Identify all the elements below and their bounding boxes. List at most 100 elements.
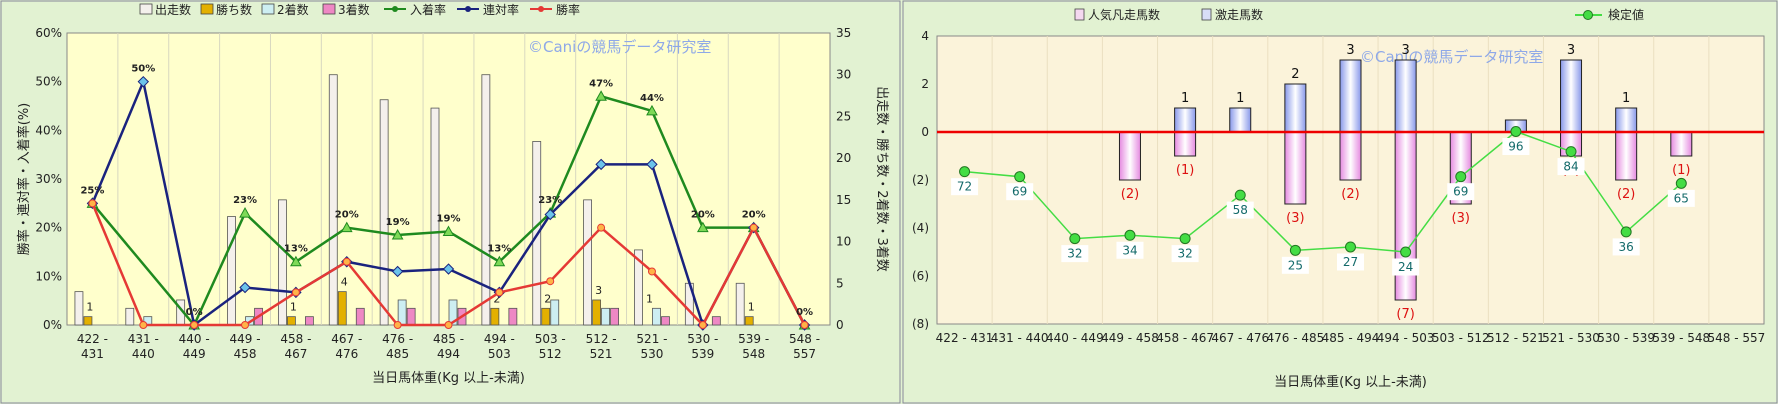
right-chart-x-tick: 458 - 467 [1156,331,1214,345]
right-chart-y-tick: (2) [912,173,929,187]
left-x-tick-bottom: 467 [284,347,307,361]
left-x-tick-top: 485 - [433,332,464,346]
marker-検定値 [1620,226,1632,238]
left-x-tick-top: 539 - [738,332,769,346]
marker-連対率 [239,281,251,294]
right-y-tick: 10 [836,235,851,249]
bar-出走数 [481,74,491,326]
left-x-tick-top: 521 - [636,332,667,346]
left-x-tick-bottom: 485 [386,347,409,361]
legend-swatch [261,3,275,15]
bar-人気凡走馬数 [1615,131,1638,181]
right-chart-y-tick: (4) [912,221,929,235]
bar-人気凡走馬数 [1118,131,1141,181]
bar-出走数 [735,282,745,326]
value-label-bg [1337,253,1364,271]
legend-label: 2着数 [277,2,309,17]
left-x-tick-top: 422 - [77,332,108,346]
value-label: 36 [1619,240,1634,254]
bar-3着数 [304,316,314,326]
pos-count-label: 1 [1236,91,1244,106]
bar-出走数 [379,99,389,326]
left-x-tick-top: 503 - [535,332,566,346]
rate-label: 50% [131,64,155,75]
value-label: 69 [1453,185,1468,199]
value-label: 25 [1288,258,1303,272]
bar-激走馬数 [1394,59,1417,133]
marker-検定値 [1289,244,1301,256]
rate-label: 44% [640,93,664,104]
value-label: 58 [1233,203,1248,217]
bar-出走数 [125,307,135,326]
left-x-tick-top: 494 - [484,332,515,346]
right-chart-y-tick: (8) [912,317,929,331]
marker-入着率 [442,225,455,237]
marker-入着率 [493,255,506,267]
right-chart-x-tick: 548 - 557 [1708,331,1766,345]
left-x-tick-top: 467 - [331,332,362,346]
neg-count-label: (3) [1286,211,1304,226]
marker-勝率 [546,277,555,286]
left-x-tick-top: 476 - [382,332,413,346]
legend-label: 勝率 [556,2,580,17]
line-検定値 [964,130,1682,253]
rate-label: 0% [796,307,813,318]
win-count-label: 3 [595,284,602,297]
marker-検定値 [959,166,971,178]
pos-count-label: 1 [1622,91,1630,106]
rate-label: 19% [386,217,410,228]
pos-count-label: 3 [1401,43,1409,58]
bar-3着数 [610,307,619,326]
marker-連対率 [595,158,607,171]
bar-人気凡走馬数 [1670,131,1693,157]
line-入着率 [91,94,806,328]
rate-label: 13% [487,244,511,255]
bar-激走馬数 [1615,107,1638,133]
neg-count-label: (1) [1176,163,1194,178]
left-x-tick-bottom: 539 [691,347,714,361]
neg-count-label: (7) [1396,307,1414,322]
marker-検定値 [1069,233,1081,245]
marker-入着率 [290,255,302,267]
right-watermark: ©Caniの競馬データ研究室 [1360,48,1543,66]
bar-出走数 [277,199,287,326]
bar-勝ち数 [592,299,601,326]
left-x-tick-top: 449 - [230,332,261,346]
legend-swatch [1074,8,1085,21]
bar-激走馬数 [1339,59,1362,133]
marker-検定値 [1179,233,1191,245]
left-x-tick-bottom: 548 [742,347,765,361]
win-count-label: 4 [341,276,348,289]
right-y-tick: 20 [836,151,851,165]
marker-勝率 [444,321,453,329]
right-y-tick: 15 [836,193,851,207]
value-label-bg [1667,189,1695,207]
legend-label: 出走数 [155,2,191,17]
pos-count-label: 1 [1181,91,1189,106]
marker-勝率 [698,321,707,329]
value-label: 32 [1177,247,1192,261]
right-chart-x-tick: 521 - 530 [1542,331,1600,345]
bar-出走数 [74,291,84,326]
marker-検定値 [1124,229,1136,241]
bar-2着数 [652,307,661,326]
win-count-label: 1 [748,301,755,314]
value-label: 65 [1674,191,1689,205]
value-label: 32 [1067,247,1082,261]
value-label-bg [1502,137,1530,155]
bar-2着数 [397,299,407,326]
legend-label: 3着数 [338,2,370,17]
legend-marker [392,6,398,12]
bar-人気凡走馬数 [1339,131,1362,181]
marker-勝率 [88,199,97,208]
right-chart-x-tick: 422 - 431 [936,331,994,345]
left-x-tick-bottom: 494 [437,347,460,361]
value-label-bg [1226,201,1254,219]
marker-検定値 [1234,189,1246,201]
legend-label: 人気凡走馬数 [1088,7,1160,22]
right-chart-x-tick: 467 - 476 [1211,331,1269,345]
marker-連対率 [544,208,556,221]
marker-検定値 [1510,125,1522,137]
marker-検定値 [1565,146,1577,158]
right-y-axis-title: 出走数・勝ち数・2着数・3着数 [874,86,890,272]
